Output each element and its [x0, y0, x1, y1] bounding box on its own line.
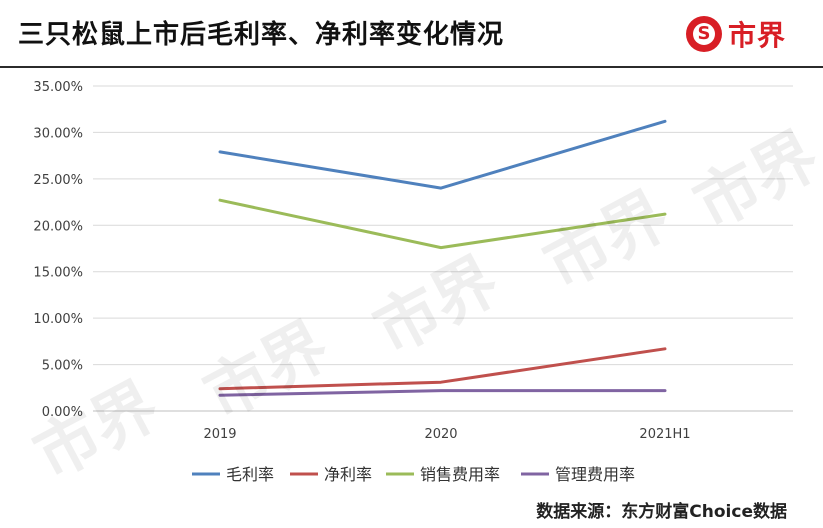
series-line-3 [218, 389, 667, 397]
y-tick-label-5: 25.00% [33, 173, 83, 188]
series-line-0 [218, 119, 667, 190]
y-tick-label-2: 10.00% [33, 312, 83, 327]
logo-mark-icon: S [686, 16, 722, 52]
series-line-1 [218, 347, 667, 391]
logo-mark-glyph: S [697, 23, 711, 44]
y-tick-label-1: 5.00% [42, 359, 83, 374]
brand-logo: S 市界 [686, 14, 786, 54]
chart-area: 0.00% 5.00% 10.00% 15.00% 20.00% 25.00% 30.00%… [0, 68, 823, 496]
header-divider [0, 66, 823, 68]
x-tick-label-0: 2019 [203, 427, 236, 442]
x-tick-label-2: 2021H1 [639, 427, 690, 442]
y-tick-label-6: 30.00% [33, 126, 83, 141]
chart-title: 三只松鼠上市后毛利率、净利率变化情况 [18, 20, 505, 50]
legend-label-3: 管理费用率 [555, 465, 635, 484]
y-tick-label-4: 20.00% [33, 219, 83, 234]
legend-label-1: 净利率 [324, 465, 372, 484]
x-tick-label-1: 2020 [424, 427, 457, 442]
legend-label-0: 毛利率 [226, 465, 274, 484]
series-line-2 [218, 198, 667, 250]
y-tick-label-0: 0.00% [42, 405, 83, 420]
line-chart: 0.00% 5.00% 10.00% 15.00% 20.00% 25.00% 30.00%… [33, 80, 793, 484]
y-tick-label-7: 35.00% [33, 80, 83, 95]
logo-text: 市界 [728, 19, 787, 52]
y-tick-label-3: 15.00% [33, 266, 83, 281]
legend-label-2: 销售费用率 [420, 465, 500, 484]
data-source-note: 数据来源：东方财富Choice数据 [536, 502, 787, 522]
header: 三只松鼠上市后毛利率、净利率变化情况 S 市界 [0, 0, 823, 66]
